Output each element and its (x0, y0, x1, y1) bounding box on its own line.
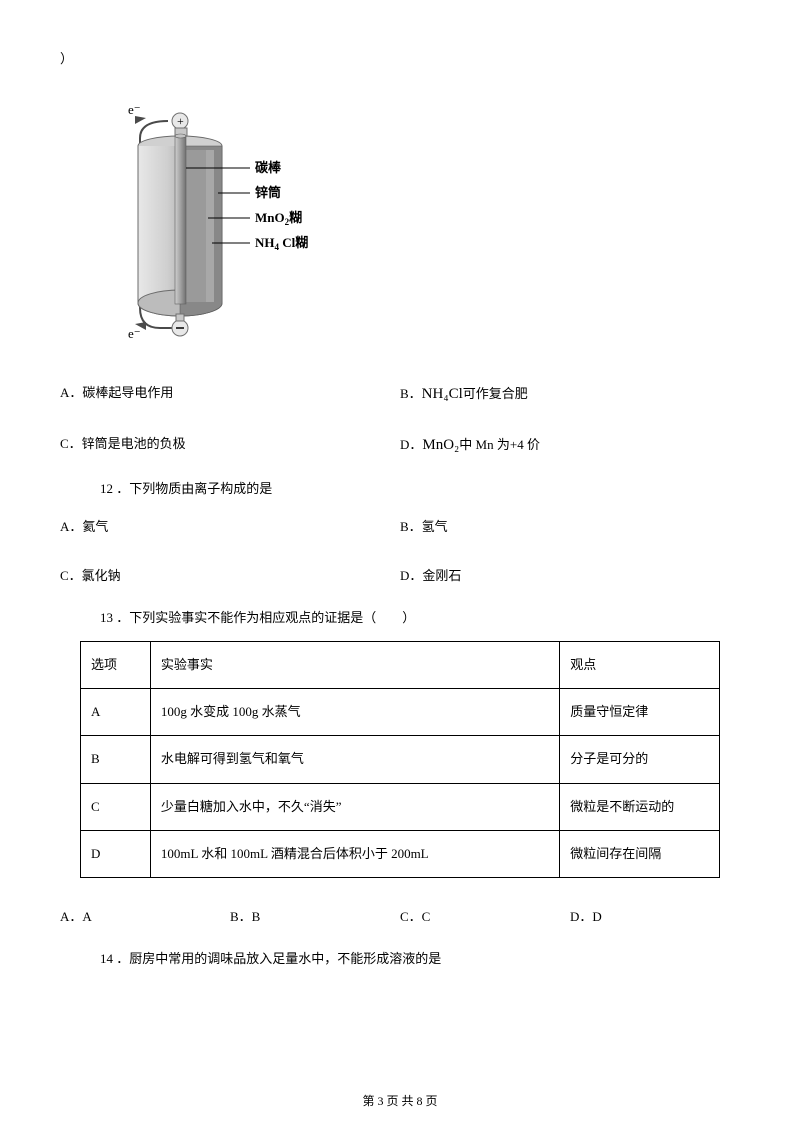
q11-opt-a: A．碳棒起导电作用 (60, 384, 400, 405)
th-fact: 实验事实 (150, 641, 559, 688)
opt-b-suffix: 可作复合肥 (463, 386, 528, 401)
opt-d-prefix: D． (400, 437, 422, 452)
q11-opt-b: B．NH₄Cl可作复合肥 (400, 384, 740, 405)
th-view: 观点 (560, 641, 720, 688)
table-row: D 100mL 水和 100mL 酒精混合后体积小于 200mL 微粒间存在间隔 (81, 830, 720, 877)
q13-ans-b: B．B (230, 908, 400, 926)
q14-stem: 14 ．厨房中常用的调味品放入足量水中，不能形成溶液的是 (100, 950, 740, 968)
q13-ans-d: D．D (570, 908, 740, 926)
svg-text:e⁻: e⁻ (128, 326, 141, 341)
page-footer: 第 3 页 共 8 页 (0, 1093, 800, 1110)
opt-b-prefix: B． (400, 386, 422, 401)
q12-options-row1: A．氦气 B．氢气 (60, 512, 740, 542)
svg-text:+: + (177, 114, 184, 128)
table-header-row: 选项 实验事实 观点 (81, 641, 720, 688)
svg-text:碳棒: 碳棒 (255, 160, 282, 175)
q12-opt-b: B．氢气 (400, 518, 740, 536)
q11-options-row2: C．锌筒是电池的负极 D．MnO₂中 Mn 为+4 价 (60, 429, 740, 462)
cell: 少量白糖加入水中，不久“消失” (150, 783, 559, 830)
cell: A (81, 689, 151, 736)
opt-d-suffix: 中 Mn 为+4 价 (459, 437, 540, 452)
q12-opt-a: A．氦气 (60, 518, 400, 536)
cell: 100mL 水和 100mL 酒精混合后体积小于 200mL (150, 830, 559, 877)
table-row: B 水电解可得到氢气和氧气 分子是可分的 (81, 736, 720, 783)
q11-options-row1: A．碳棒起导电作用 B．NH₄Cl可作复合肥 (60, 378, 740, 411)
battery-diagram: e⁻ + 碳棒 锌筒 MnO2糊 NH4 Cl糊 e⁻ (90, 98, 350, 348)
cell: 100g 水变成 100g 水蒸气 (150, 689, 559, 736)
svg-text:MnO2糊: MnO2糊 (255, 210, 302, 227)
opt-d-formula: MnO₂ (422, 437, 459, 453)
svg-text:NH4 Cl糊: NH4 Cl糊 (255, 235, 308, 252)
q13-table: 选项 实验事实 观点 A 100g 水变成 100g 水蒸气 质量守恒定律 B … (80, 641, 720, 878)
opt-b-formula: NH₄Cl (422, 386, 463, 402)
q13-stem: 13 ．下列实验事实不能作为相应观点的证据是（ ） (100, 609, 740, 627)
cell: B (81, 736, 151, 783)
q12-opt-c: C．氯化钠 (60, 567, 400, 585)
q13-ans-a: A．A (60, 908, 230, 926)
th-option: 选项 (81, 641, 151, 688)
q11-opt-c: C．锌筒是电池的负极 (60, 435, 400, 456)
q13-ans-c: C．C (400, 908, 570, 926)
q12-options-row2: C．氯化钠 D．金刚石 (60, 561, 740, 591)
table-row: A 100g 水变成 100g 水蒸气 质量守恒定律 (81, 689, 720, 736)
cell: C (81, 783, 151, 830)
paren-close: ） (60, 50, 740, 68)
q13-answer-row: A．A B．B C．C D．D (60, 908, 740, 926)
cell: D (81, 830, 151, 877)
table-row: C 少量白糖加入水中，不久“消失” 微粒是不断运动的 (81, 783, 720, 830)
q12-stem: 12 ．下列物质由离子构成的是 (100, 480, 740, 498)
svg-text:锌筒: 锌筒 (255, 185, 281, 200)
q12-opt-d: D．金刚石 (400, 567, 740, 585)
cell: 水电解可得到氢气和氧气 (150, 736, 559, 783)
cell: 微粒是不断运动的 (560, 783, 720, 830)
q11-opt-d: D．MnO₂中 Mn 为+4 价 (400, 435, 740, 456)
cell: 质量守恒定律 (560, 689, 720, 736)
cell: 微粒间存在间隔 (560, 830, 720, 877)
svg-text:e⁻: e⁻ (128, 102, 141, 117)
cell: 分子是可分的 (560, 736, 720, 783)
